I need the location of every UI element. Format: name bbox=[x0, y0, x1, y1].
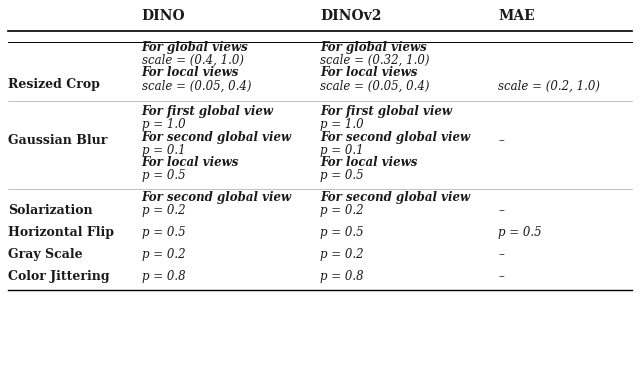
Text: scale = (0.4, 1.0): scale = (0.4, 1.0) bbox=[141, 54, 244, 67]
Text: p = 0.1: p = 0.1 bbox=[141, 144, 185, 157]
Text: scale = (0.32, 1.0): scale = (0.32, 1.0) bbox=[320, 54, 429, 67]
Text: For second global view: For second global view bbox=[320, 131, 470, 144]
Text: –: – bbox=[499, 270, 504, 283]
Text: For first global view: For first global view bbox=[320, 105, 452, 118]
Text: p = 0.5: p = 0.5 bbox=[141, 169, 185, 182]
Text: Color Jittering: Color Jittering bbox=[8, 270, 109, 283]
Text: p = 0.2: p = 0.2 bbox=[320, 248, 364, 261]
Text: Horizontal Flip: Horizontal Flip bbox=[8, 226, 114, 239]
Text: p = 1.0: p = 1.0 bbox=[141, 118, 185, 131]
Text: p = 0.2: p = 0.2 bbox=[320, 204, 364, 217]
Text: DINOv2: DINOv2 bbox=[320, 9, 381, 23]
Text: Gaussian Blur: Gaussian Blur bbox=[8, 134, 107, 147]
Text: p = 0.2: p = 0.2 bbox=[141, 204, 185, 217]
Text: scale = (0.05, 0.4): scale = (0.05, 0.4) bbox=[141, 79, 251, 92]
Text: scale = (0.2, 1.0): scale = (0.2, 1.0) bbox=[499, 79, 600, 92]
Text: –: – bbox=[499, 134, 504, 147]
Text: p = 0.5: p = 0.5 bbox=[499, 226, 542, 239]
Text: –: – bbox=[499, 204, 504, 217]
Text: p = 0.5: p = 0.5 bbox=[141, 226, 185, 239]
Text: For local views: For local views bbox=[320, 67, 417, 80]
Text: For global views: For global views bbox=[320, 41, 427, 54]
Text: Gray Scale: Gray Scale bbox=[8, 248, 83, 261]
Text: MAE: MAE bbox=[499, 9, 535, 23]
Text: p = 0.5: p = 0.5 bbox=[320, 226, 364, 239]
Text: p = 1.0: p = 1.0 bbox=[320, 118, 364, 131]
Text: p = 0.8: p = 0.8 bbox=[320, 270, 364, 283]
Text: For local views: For local views bbox=[141, 67, 239, 80]
Text: For second global view: For second global view bbox=[320, 191, 470, 204]
Text: p = 0.8: p = 0.8 bbox=[141, 270, 185, 283]
Text: p = 0.1: p = 0.1 bbox=[320, 144, 364, 157]
Text: p = 0.2: p = 0.2 bbox=[141, 248, 185, 261]
Text: For first global view: For first global view bbox=[141, 105, 273, 118]
Text: For global views: For global views bbox=[141, 41, 248, 54]
Text: p = 0.5: p = 0.5 bbox=[320, 169, 364, 182]
Text: For local views: For local views bbox=[141, 157, 239, 169]
Text: Resized Crop: Resized Crop bbox=[8, 77, 100, 91]
Text: –: – bbox=[499, 248, 504, 261]
Text: For second global view: For second global view bbox=[141, 191, 292, 204]
Text: For second global view: For second global view bbox=[141, 131, 292, 144]
Text: scale = (0.05, 0.4): scale = (0.05, 0.4) bbox=[320, 79, 429, 92]
Text: For local views: For local views bbox=[320, 157, 417, 169]
Text: DINO: DINO bbox=[141, 9, 185, 23]
Text: Solarization: Solarization bbox=[8, 204, 92, 217]
